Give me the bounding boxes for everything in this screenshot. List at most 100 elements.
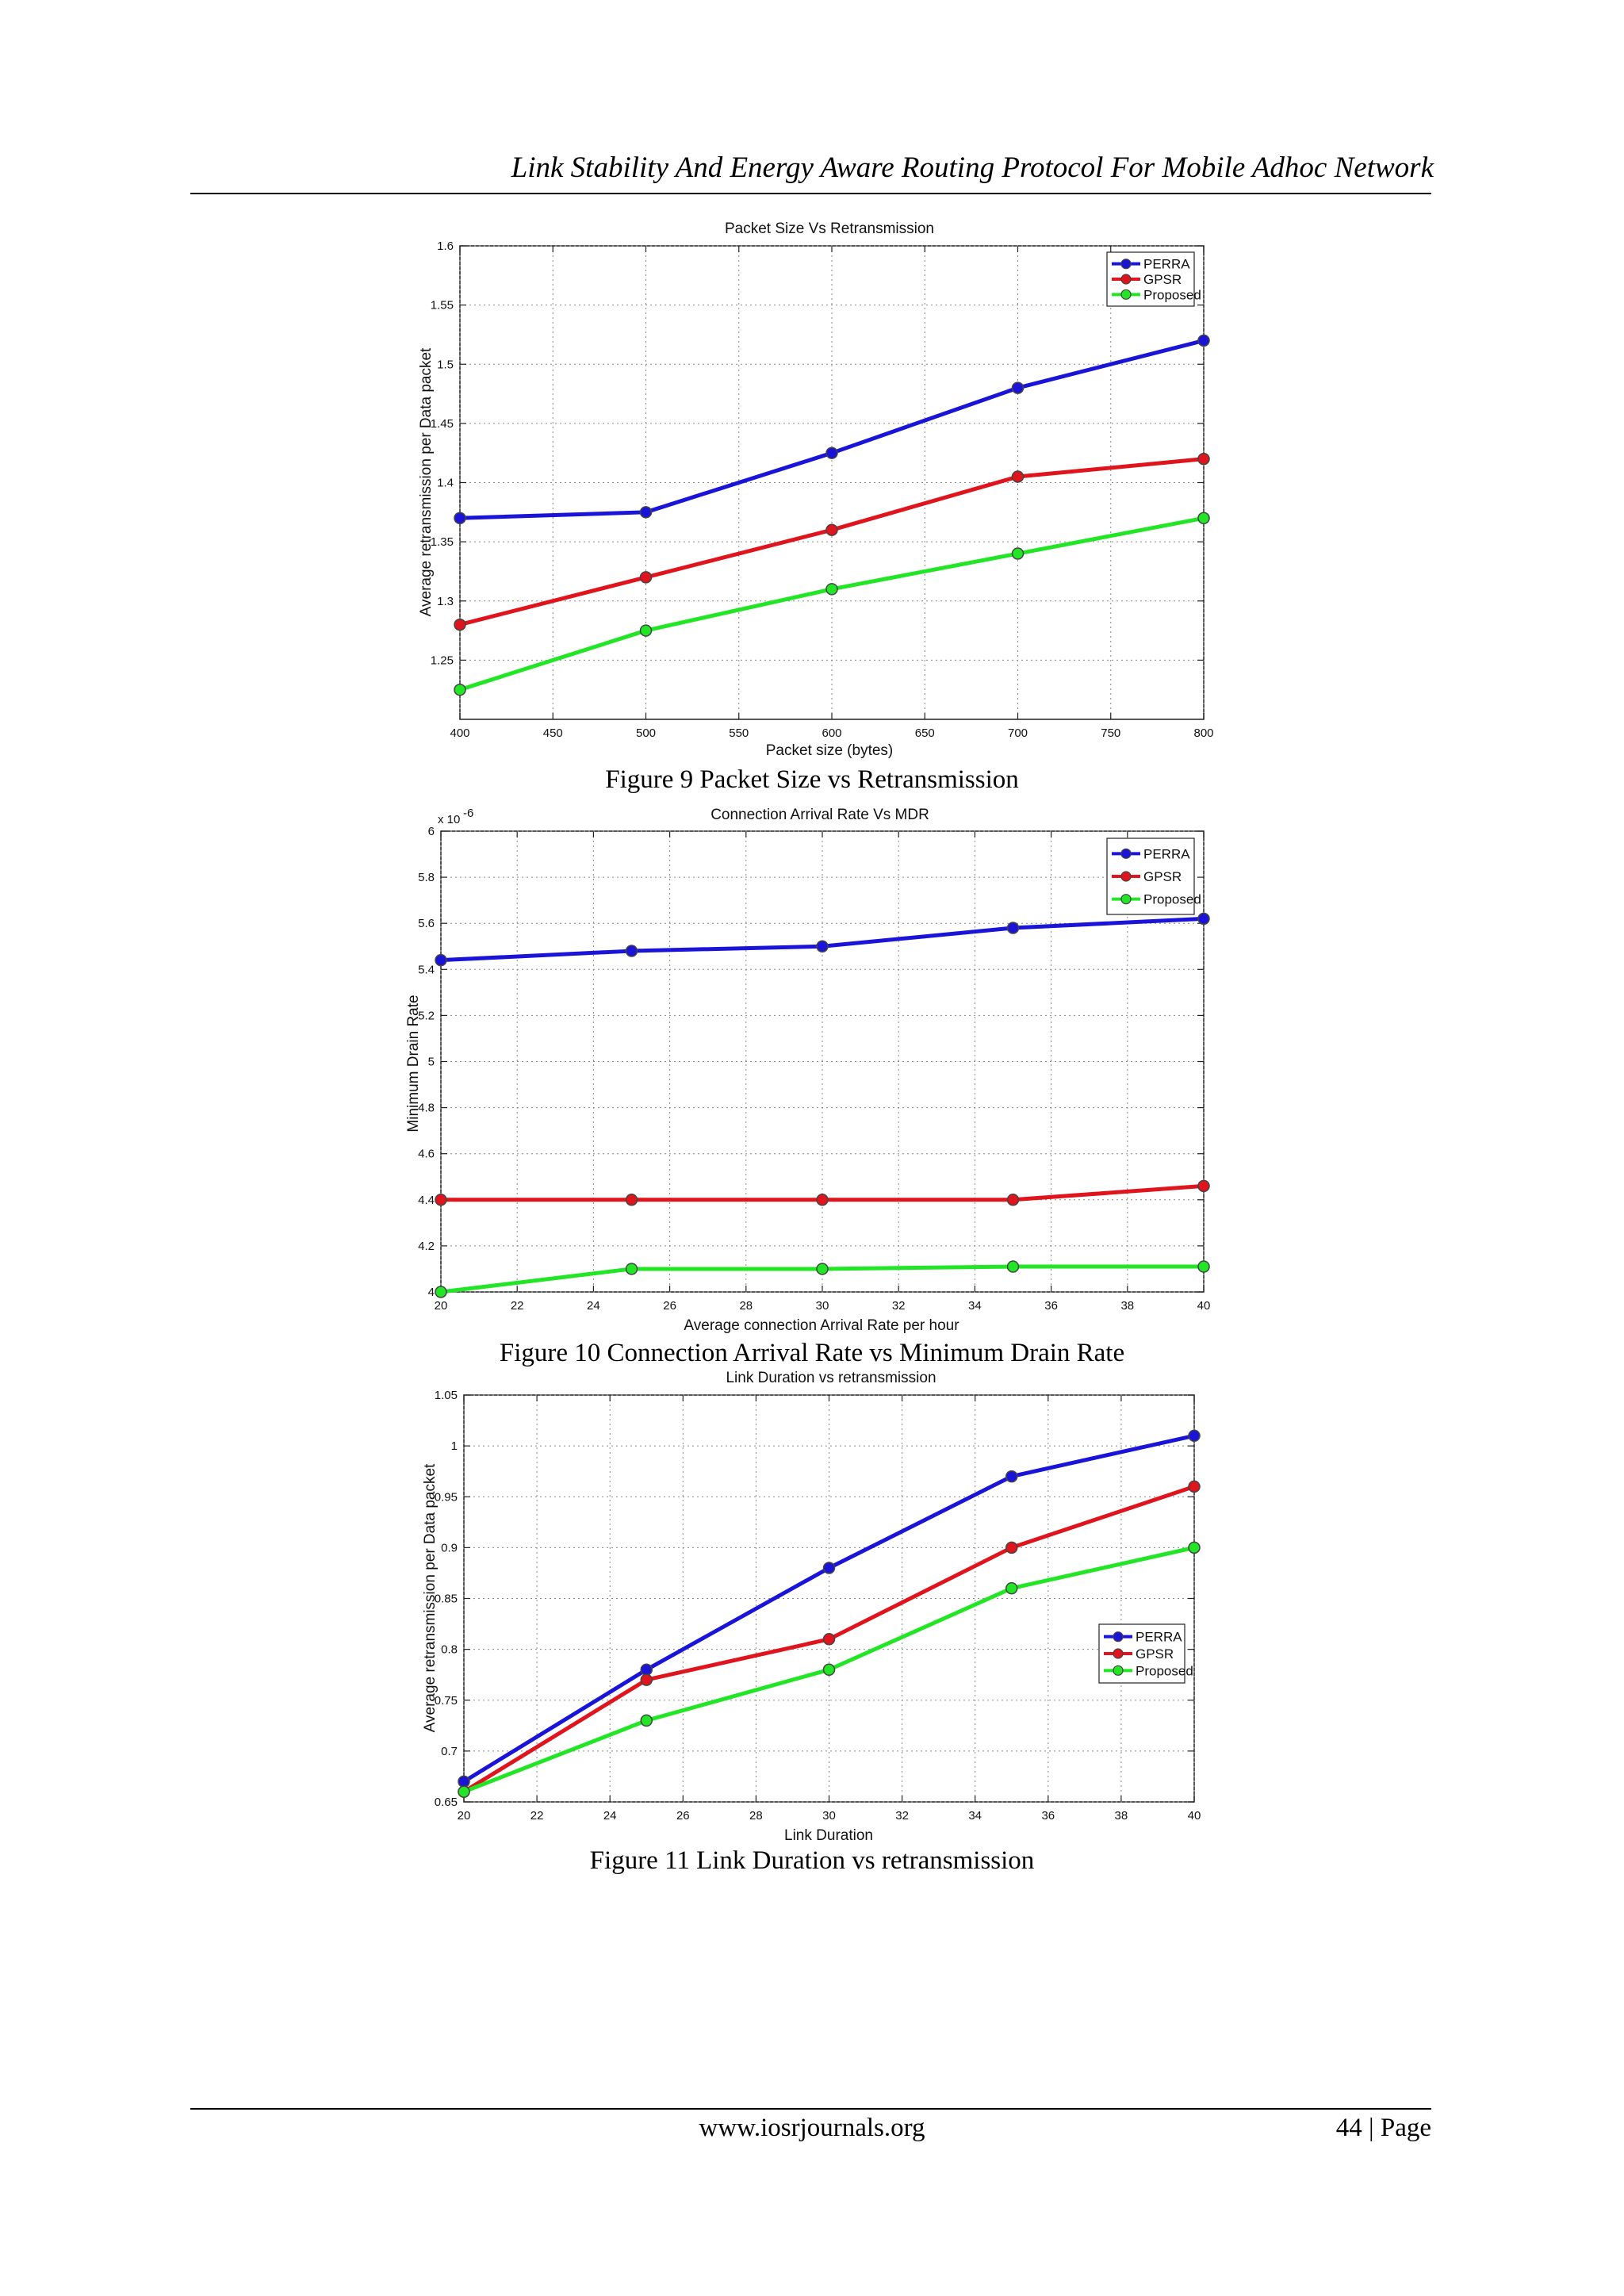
x-tick-label: 20 bbox=[435, 1299, 448, 1313]
legend-label: Proposed bbox=[1136, 1663, 1193, 1678]
y-multiplier-exponent: -6 bbox=[463, 807, 473, 820]
x-tick-label: 40 bbox=[1188, 1809, 1201, 1823]
data-point-gpsr bbox=[1197, 452, 1210, 466]
figure-10-caption: Figure 10 Connection Arrival Rate vs Min… bbox=[499, 1339, 1125, 1367]
legend-label: Proposed bbox=[1143, 287, 1201, 302]
x-tick-label: 22 bbox=[511, 1299, 524, 1313]
y-tick-label: 4.8 bbox=[418, 1102, 435, 1115]
y-tick-label: 1.05 bbox=[435, 1389, 458, 1402]
data-point-perra bbox=[1005, 1470, 1018, 1483]
x-tick-label: 34 bbox=[968, 1809, 982, 1823]
y-tick-label: 6 bbox=[428, 825, 435, 838]
y-tick-label: 5.6 bbox=[418, 917, 435, 930]
data-point-perra bbox=[1197, 912, 1210, 926]
data-point-gpsr bbox=[640, 1673, 653, 1686]
data-point-perra bbox=[435, 953, 447, 967]
header-rule bbox=[190, 193, 1431, 194]
data-point-proposed bbox=[454, 683, 466, 696]
data-point-gpsr bbox=[1011, 470, 1025, 483]
legend-marker bbox=[1120, 848, 1132, 859]
data-point-gpsr bbox=[1197, 1179, 1210, 1193]
legend-marker bbox=[1120, 259, 1132, 270]
data-point-perra bbox=[1188, 1429, 1201, 1443]
data-point-proposed bbox=[1005, 1581, 1018, 1595]
x-tick-label: 24 bbox=[603, 1809, 617, 1823]
data-point-proposed bbox=[825, 583, 838, 596]
y-axis-label: Average retransmission per Data packet bbox=[422, 1463, 439, 1732]
y-tick-label: 1.25 bbox=[431, 654, 454, 667]
chart-link-duration-vs-retransmission: 20 22 24 26 28 30 32 34 36 38 40 0.65 0.7 0.75 0.8 0.85… bbox=[422, 1370, 1201, 1844]
x-tick-label: 500 bbox=[636, 726, 656, 740]
y-axis-label: Minimum Drain Rate bbox=[405, 995, 422, 1132]
x-tick-label: 30 bbox=[816, 1299, 829, 1313]
x-tick-label: 26 bbox=[676, 1809, 690, 1823]
x-tick-label: 38 bbox=[1120, 1299, 1134, 1313]
x-axis-label: Average connection Arrival Rate per hour bbox=[684, 1317, 959, 1334]
data-point-proposed bbox=[1006, 1260, 1020, 1273]
figure-9: 400 450 500 550 600 650 700 750 800 1.25 1.3 1.35 1.… bbox=[0, 214, 1624, 761]
y-tick-label: 1.6 bbox=[437, 240, 454, 253]
x-tick-label: 40 bbox=[1197, 1299, 1211, 1313]
data-point-gpsr bbox=[822, 1633, 836, 1646]
y-tick-label: 4.2 bbox=[418, 1240, 435, 1253]
x-tick-label: 24 bbox=[587, 1299, 600, 1313]
y-tick-label: 4.6 bbox=[418, 1148, 435, 1161]
data-point-perra bbox=[825, 447, 838, 459]
y-tick-label: 0.9 bbox=[441, 1541, 458, 1554]
data-point-gpsr bbox=[1005, 1541, 1018, 1554]
x-axis-label: Link Duration bbox=[784, 1827, 873, 1844]
chart-title: Connection Arrival Rate Vs MDR bbox=[710, 807, 929, 823]
x-tick-label: 32 bbox=[892, 1299, 906, 1313]
data-point-gpsr bbox=[816, 1194, 829, 1206]
x-tick-label: 36 bbox=[1041, 1809, 1055, 1823]
legend-label: PERRA bbox=[1143, 846, 1190, 861]
data-point-gpsr bbox=[1188, 1480, 1201, 1493]
data-point-proposed bbox=[1197, 512, 1210, 525]
x-tick-label: 600 bbox=[822, 726, 841, 740]
footer-rule bbox=[190, 2108, 1431, 2110]
data-point-perra bbox=[822, 1562, 836, 1574]
y-tick-label: 1.35 bbox=[431, 535, 454, 549]
legend-marker bbox=[1113, 1665, 1124, 1676]
legend-marker bbox=[1120, 289, 1132, 300]
x-axis-label: Packet size (bytes) bbox=[766, 742, 894, 759]
data-point-perra bbox=[1006, 922, 1020, 934]
y-tick-label: 4 bbox=[428, 1286, 435, 1299]
y-tick-label: 0.7 bbox=[441, 1745, 458, 1758]
x-tick-label: 22 bbox=[530, 1809, 544, 1823]
x-tick-label: 800 bbox=[1193, 726, 1213, 740]
data-point-proposed bbox=[640, 1714, 653, 1727]
x-tick-label: 400 bbox=[450, 726, 469, 740]
y-tick-label: 1.45 bbox=[431, 417, 454, 431]
y-tick-label: 5.4 bbox=[418, 963, 435, 976]
x-tick-label: 36 bbox=[1044, 1299, 1058, 1313]
data-point-perra bbox=[640, 1663, 653, 1677]
chart-title: Link Duration vs retransmission bbox=[726, 1370, 936, 1386]
data-point-proposed bbox=[816, 1263, 829, 1275]
y-tick-label: 0.8 bbox=[441, 1643, 458, 1657]
data-point-gpsr bbox=[825, 523, 838, 536]
footer-page-number: 44 | Page bbox=[1335, 2114, 1431, 2142]
y-tick-label: 1.3 bbox=[437, 595, 454, 608]
data-point-perra bbox=[816, 940, 829, 953]
y-tick-label: 0.75 bbox=[435, 1694, 458, 1708]
data-point-perra bbox=[625, 945, 638, 957]
data-point-gpsr bbox=[625, 1194, 638, 1206]
data-point-proposed bbox=[435, 1286, 447, 1298]
data-point-perra bbox=[1011, 381, 1025, 394]
y-tick-label: 4.4 bbox=[418, 1194, 435, 1207]
x-tick-label: 550 bbox=[729, 726, 749, 740]
figure-11: 20 22 24 26 28 30 32 34 36 38 40 0.65 0.7 0.75 0.8 0.85… bbox=[0, 1364, 1624, 1856]
x-tick-label: 26 bbox=[663, 1299, 676, 1313]
legend-label: GPSR bbox=[1143, 869, 1182, 884]
x-tick-label: 28 bbox=[739, 1299, 753, 1313]
legend-label: GPSR bbox=[1143, 272, 1182, 287]
figure-10: 20 22 24 26 28 30 32 34 36 38 40 4 4.2 4.4 4.6 4.8 5 5.2 5… bbox=[0, 797, 1624, 1344]
legend-marker bbox=[1120, 894, 1132, 905]
y-tick-label: 5.2 bbox=[418, 1009, 435, 1022]
y-tick-label: 0.65 bbox=[435, 1796, 458, 1809]
data-point-gpsr bbox=[1006, 1194, 1020, 1206]
legend-marker bbox=[1120, 871, 1132, 882]
x-tick-label: 750 bbox=[1101, 726, 1120, 740]
y-tick-label: 1.5 bbox=[437, 358, 454, 371]
